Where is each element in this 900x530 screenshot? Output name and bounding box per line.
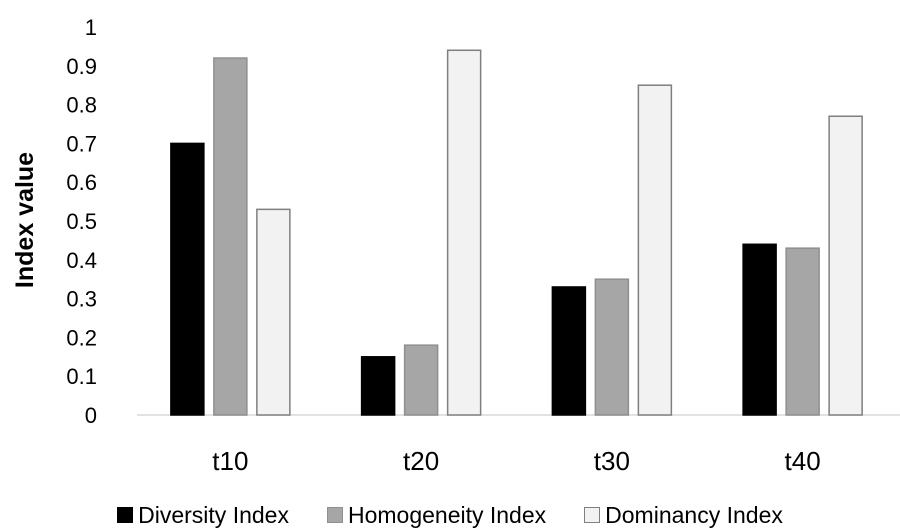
y-tick-label: 0.4 — [66, 248, 97, 273]
legend-item: Dominancy Index — [584, 502, 783, 529]
bar-dominancy-index-t30 — [637, 84, 673, 416]
y-tick-label: 0.8 — [66, 93, 97, 118]
y-tick-label: 0.5 — [66, 209, 97, 234]
x-category-label: t40 — [785, 446, 821, 476]
bar-diversity-index-t30 — [551, 286, 587, 416]
x-category-label: t20 — [403, 446, 439, 476]
legend-label: Diversity Index — [138, 501, 289, 528]
y-tick-label: 0.3 — [66, 287, 97, 312]
bar-dominancy-index-t10 — [256, 208, 291, 416]
legend-item: Diversity Index — [117, 502, 289, 529]
legend-swatch — [584, 507, 601, 523]
bars-group — [170, 49, 863, 416]
legend-label: Homogeneity Index — [347, 501, 547, 528]
y-tick-label: 0.6 — [66, 170, 97, 195]
x-axis-categories: t10 t20 t30 t40 — [212, 446, 820, 476]
bar-diversity-index-t20 — [360, 356, 396, 416]
bar-homogeneity-index-t30 — [594, 278, 630, 416]
y-tick-label: 1 — [85, 15, 97, 40]
x-category-label: t10 — [212, 446, 248, 476]
bar-homogeneity-index-t40 — [785, 247, 820, 416]
y-tick-label: 0.9 — [66, 54, 97, 79]
y-tick-label: 0.2 — [66, 325, 97, 350]
legend: Diversity Index Homogeneity Index Dominanc… — [0, 501, 900, 529]
bar-chart: 00.10.20.30.40.50.60.70.80.91 t10 t20 t30 t… — [11, 15, 900, 476]
bar-dominancy-index-t40 — [828, 115, 863, 416]
y-axis-ticks: 0 0.1 0.2 0.3 0.4 0.5 0.6 0.7 0.8 0.9 1 — [66, 15, 97, 428]
y-tick-label: 0.7 — [66, 131, 97, 156]
bar-diversity-index-t40 — [742, 243, 777, 416]
y-tick-label: 0 — [85, 403, 97, 428]
bar-homogeneity-index-t20 — [403, 344, 439, 416]
legend-swatch — [117, 507, 134, 523]
bar-homogeneity-index-t10 — [213, 57, 248, 416]
legend-item: Homogeneity Index — [326, 501, 547, 529]
y-tick-label: 0.1 — [66, 364, 97, 389]
y-axis-label: Index value — [11, 152, 39, 288]
x-category-label: t30 — [594, 446, 630, 476]
legend-label: Dominancy Index — [605, 501, 783, 528]
bar-diversity-index-t10 — [170, 142, 205, 416]
bar-dominancy-index-t20 — [446, 49, 482, 416]
legend-swatch — [326, 507, 343, 523]
